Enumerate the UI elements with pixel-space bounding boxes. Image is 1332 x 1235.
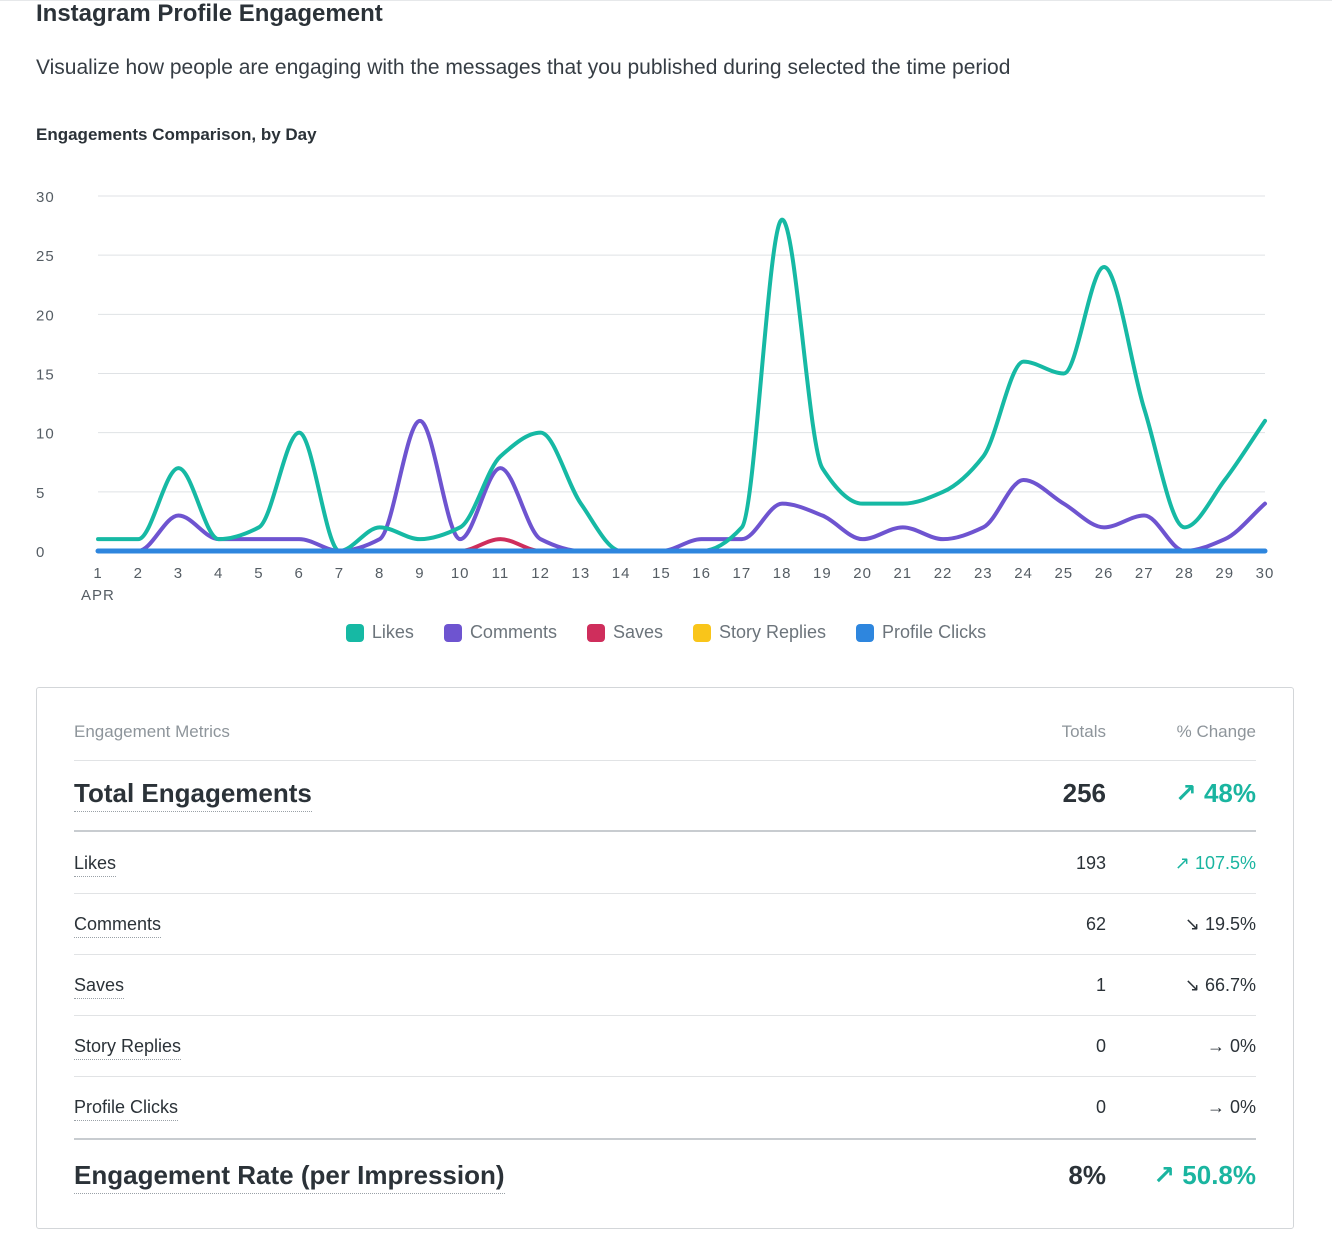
legend-label-comments: Comments (469, 622, 557, 642)
rate-divider (74, 1138, 1256, 1140)
legend-item-likes[interactable]: Likes (345, 622, 414, 643)
legend-swatch-likes (345, 623, 364, 642)
top-edge-divider (0, 0, 1332, 1)
x-tick-label: 19 (813, 565, 832, 582)
legend-label-story-replies: Story Replies (719, 622, 827, 642)
x-tick-label: 6 (295, 565, 304, 582)
row-label-profile-clicks[interactable]: Profile Clicks (74, 1097, 179, 1121)
x-tick-label: 11 (492, 565, 510, 582)
x-tick-label: 14 (612, 565, 631, 582)
y-tick-label: 5 (36, 485, 45, 502)
page-title: Instagram Profile Engagement (36, 0, 383, 27)
x-tick-label: 28 (1175, 565, 1194, 582)
x-tick-label: 9 (415, 565, 424, 582)
row-change-saves: ↘ 66.7% (1184, 975, 1256, 995)
legend-swatch-saves (586, 623, 605, 642)
header-change: % Change (1176, 722, 1256, 741)
x-tick-label: 15 (652, 565, 671, 582)
x-tick-label: 26 (1095, 565, 1114, 582)
x-tick-label: 2 (134, 565, 143, 582)
y-tick-label: 25 (36, 248, 55, 265)
engagement-metrics-table: Engagement Metrics Totals % Change Total… (36, 687, 1294, 1229)
row-change-likes: ↗ 107.5% (1174, 853, 1256, 873)
table-row-saves: Saves 1 ↘ 66.7% (74, 954, 1256, 1016)
row-change-comments: ↘ 19.5% (1184, 914, 1256, 934)
engagement-rate-row: Engagement Rate (per Impression) 8% ↗ 50… (74, 1160, 1256, 1210)
header-metric: Engagement Metrics (74, 722, 230, 741)
legend-item-story-replies[interactable]: Story Replies (693, 622, 826, 643)
row-label-likes[interactable]: Likes (74, 853, 117, 877)
page-subtitle: Visualize how people are engaging with t… (36, 56, 1011, 79)
legend-swatch-story-replies (693, 623, 711, 642)
row-total-likes: 193 (1075, 853, 1106, 873)
row-change-profile-clicks: → 0% (1206, 1097, 1256, 1117)
x-tick-label: 23 (974, 565, 993, 582)
x-tick-label: 1 (93, 565, 102, 582)
x-tick-label: 17 (733, 565, 752, 582)
engagement-rate-label[interactable]: Engagement Rate (per Impression) (74, 1160, 505, 1194)
series-line-likes (96, 217, 1267, 553)
total-engagements-row: Total Engagements 256 ↗ 48% (74, 778, 1256, 828)
y-tick-label: 30 (36, 189, 55, 206)
chart-title: Engagements Comparison, by Day (36, 125, 317, 144)
x-tick-labels: 1 2 3 4 5 6 7 8 9 10 11 12 13 14 15 16 17 18 19 20 21 22 23 24 2… (81, 565, 1275, 604)
table-row-likes: Likes 193 ↗ 107.5% (74, 832, 1256, 894)
row-label-saves[interactable]: Saves (74, 975, 125, 999)
y-tick-labels: 0 5 10 15 20 25 30 (36, 189, 55, 561)
row-label-comments[interactable]: Comments (74, 914, 162, 938)
total-divider (74, 830, 1256, 832)
x-tick-label: 21 (893, 565, 912, 582)
x-tick-label: 5 (254, 565, 263, 582)
row-total-story-replies: 0 (1095, 1036, 1106, 1056)
legend-label-likes: Likes (371, 622, 414, 642)
header-totals: Totals (1061, 722, 1106, 741)
x-tick-label: 20 (853, 565, 872, 582)
legend-label-saves: Saves (612, 622, 663, 642)
x-tick-label: 30 (1256, 565, 1275, 582)
row-total-profile-clicks: 0 (1095, 1097, 1106, 1117)
series-line-comments (96, 418, 1267, 553)
total-engagements-label[interactable]: Total Engagements (74, 778, 312, 812)
x-month-label: APR (81, 587, 115, 604)
y-tick-label: 15 (36, 367, 55, 384)
row-label-story-replies[interactable]: Story Replies (74, 1036, 182, 1060)
chart-legend: Likes Comments Saves Story Replies Profile C… (0, 622, 1332, 643)
x-tick-label: 4 (214, 565, 223, 582)
x-tick-label: 16 (692, 565, 711, 582)
x-tick-label: 22 (934, 565, 953, 582)
legend-item-profile-clicks[interactable]: Profile Clicks (856, 622, 986, 643)
y-tick-label: 10 (36, 426, 55, 443)
row-total-comments: 62 (1085, 914, 1106, 934)
x-tick-label: 29 (1215, 565, 1234, 582)
series-lines (95, 217, 1268, 554)
x-tick-label: 12 (531, 565, 550, 582)
y-tick-label: 0 (36, 544, 45, 561)
legend-swatch-comments (443, 623, 462, 642)
legend-label-profile-clicks: Profile Clicks (882, 622, 987, 642)
x-tick-label: 10 (451, 565, 470, 582)
table-row-profile-clicks: Profile Clicks 0 → 0% (74, 1076, 1256, 1137)
legend-item-saves[interactable]: Saves (586, 622, 663, 643)
legend-swatch-profile-clicks (856, 623, 875, 642)
table-header: Engagement Metrics Totals % Change (74, 722, 1256, 761)
engagement-rate-change: ↗ 50.8% (1153, 1160, 1256, 1190)
row-total-saves: 1 (1095, 975, 1106, 995)
x-tick-label: 25 (1054, 565, 1073, 582)
row-change-story-replies: → 0% (1206, 1036, 1256, 1056)
x-tick-label: 7 (335, 565, 344, 582)
table-row-story-replies: Story Replies 0 → 0% (74, 1015, 1256, 1077)
x-tick-label: 8 (375, 565, 384, 582)
total-engagements-change: ↗ 48% (1174, 778, 1256, 808)
y-tick-label: 20 (36, 307, 55, 324)
engagement-rate-value: 8% (1068, 1160, 1106, 1190)
legend-item-comments[interactable]: Comments (443, 622, 557, 643)
x-tick-label: 18 (773, 565, 792, 582)
x-tick-label: 13 (572, 565, 591, 582)
x-tick-label: 3 (174, 565, 183, 582)
table-row-comments: Comments 62 ↘ 19.5% (74, 893, 1256, 955)
total-engagements-value: 256 (1062, 778, 1106, 808)
x-tick-label: 24 (1014, 565, 1033, 582)
x-tick-label: 27 (1135, 565, 1154, 582)
